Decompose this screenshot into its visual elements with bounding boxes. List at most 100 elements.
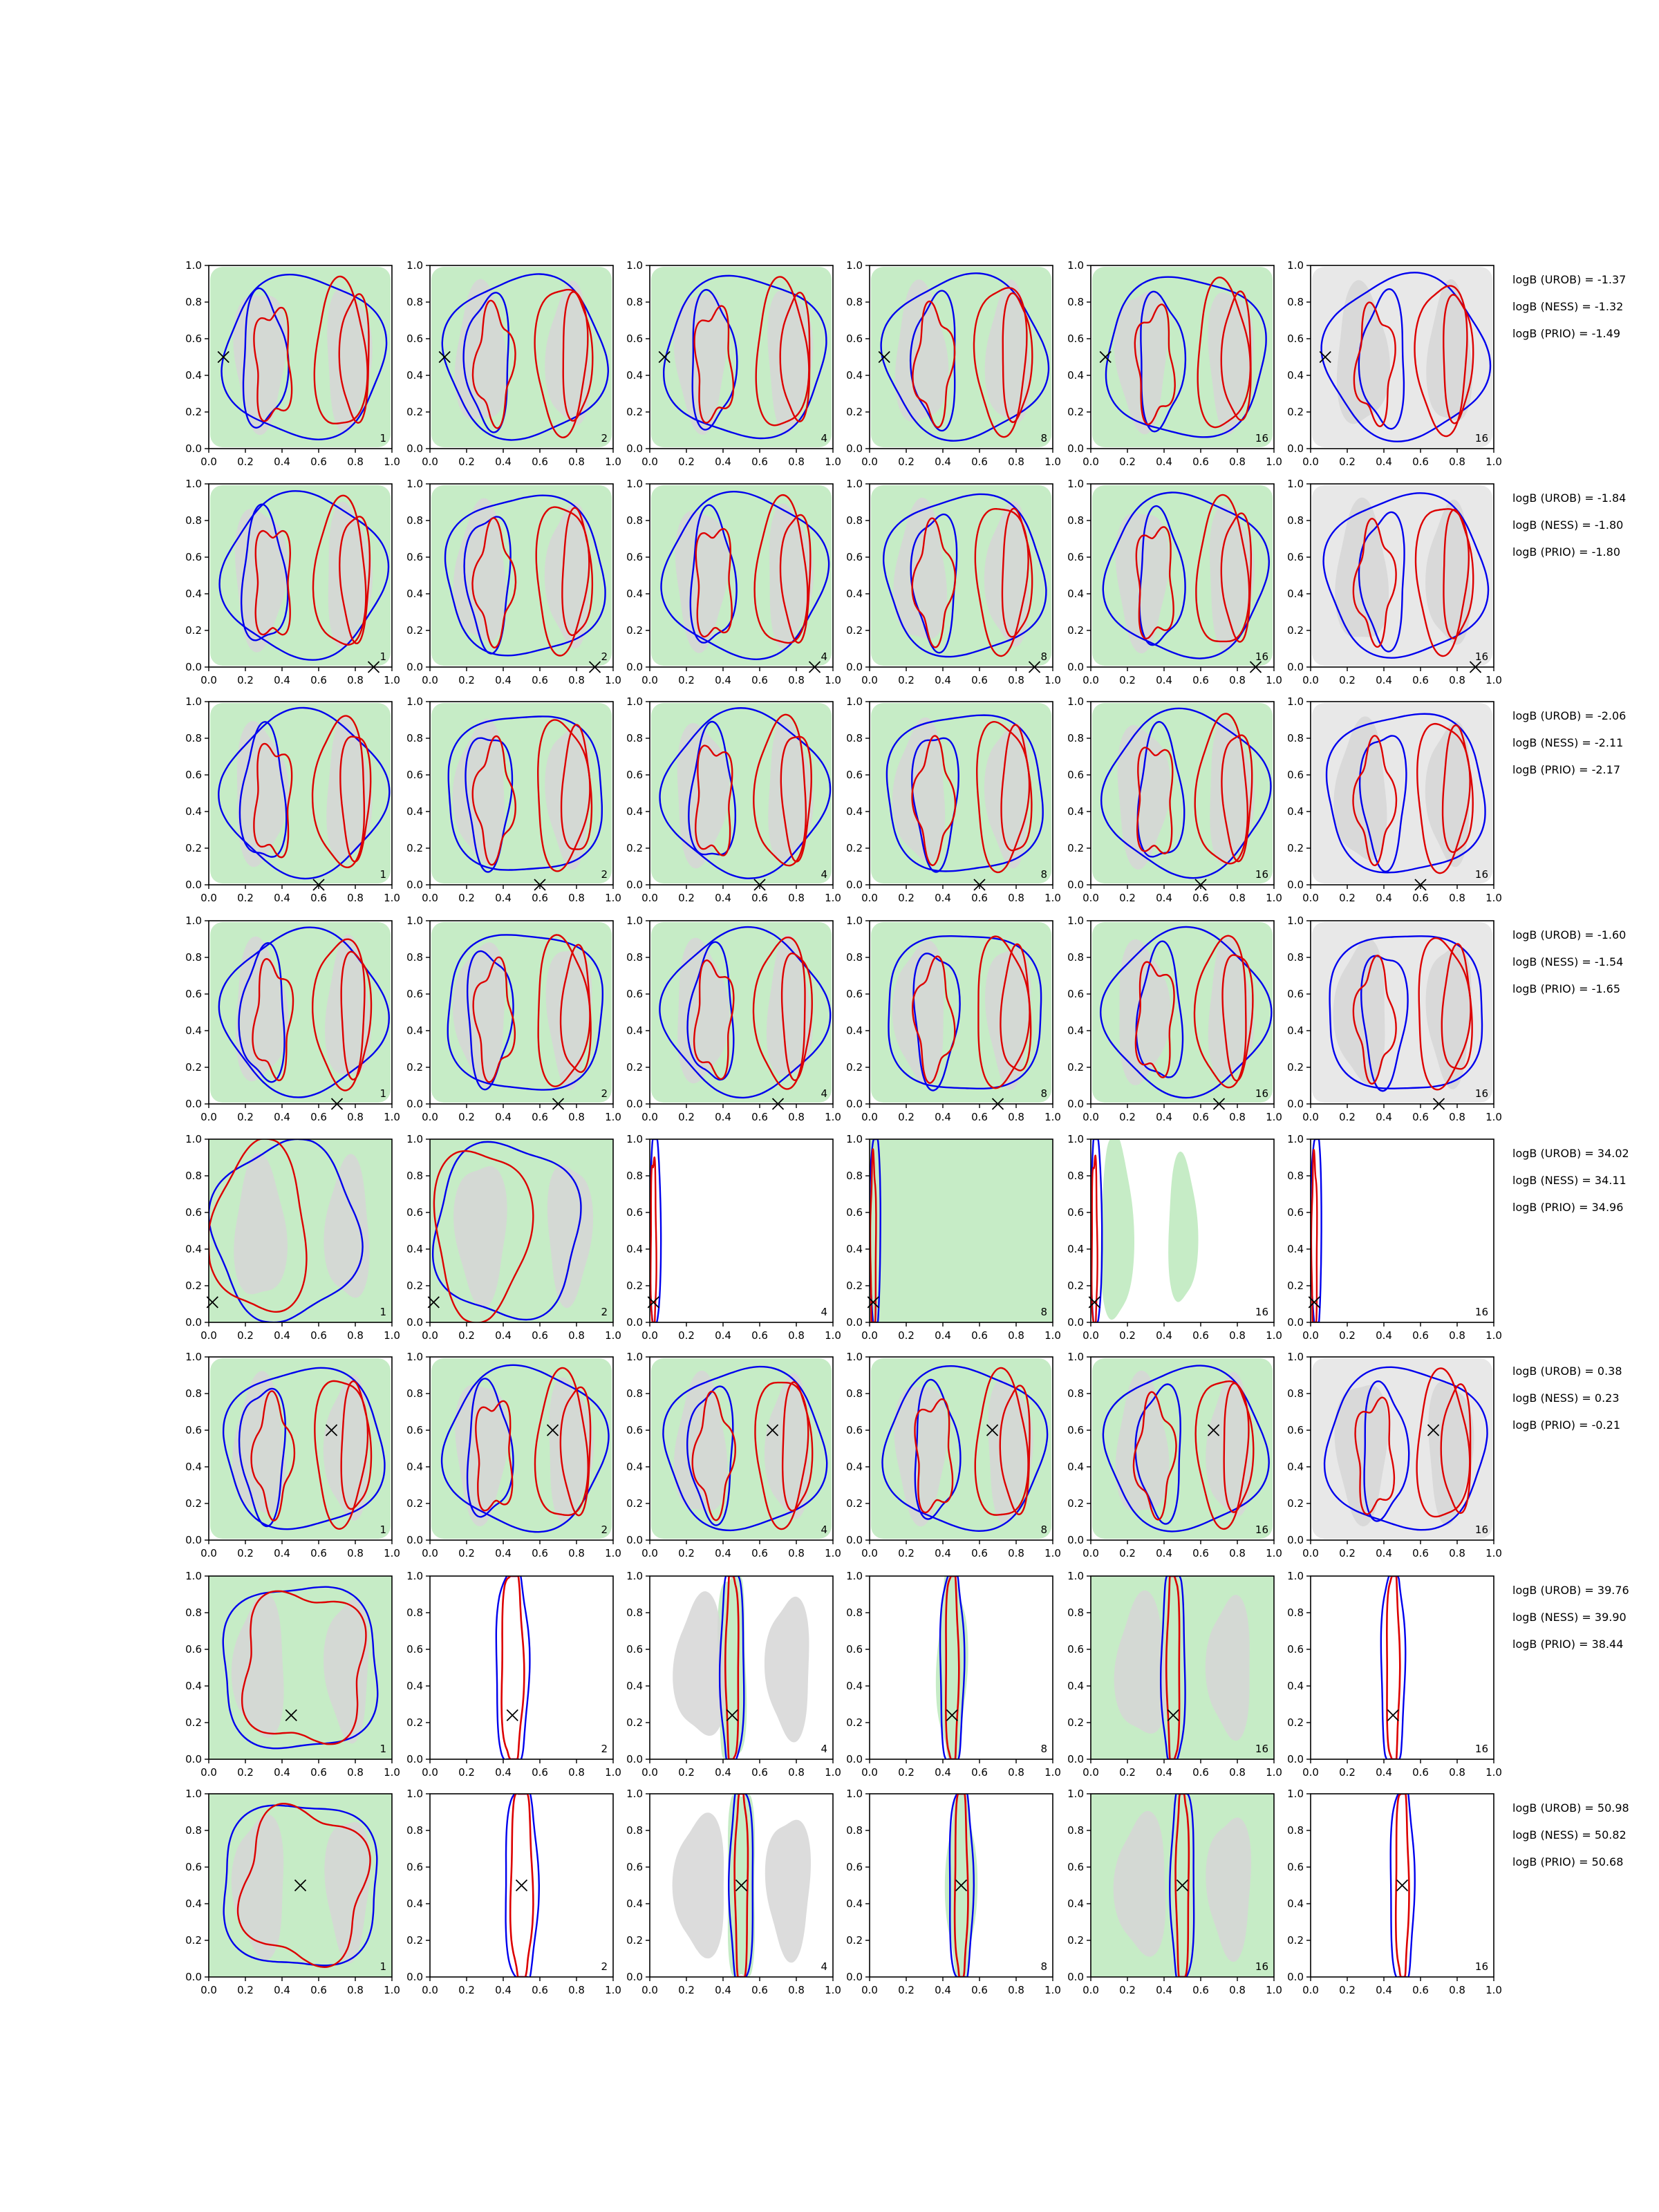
x-tick-label: 0.2 — [1119, 674, 1136, 686]
y-tick-label: 1.0 — [1067, 695, 1084, 708]
y-tick-label: 0.6 — [1067, 1643, 1084, 1656]
x-tick-label: 0.8 — [788, 456, 805, 468]
blue-contour — [1159, 1576, 1186, 1759]
logb-annotation: logB (UROB) = -2.06 — [1512, 709, 1626, 722]
y-tick-label: 1.0 — [1287, 695, 1304, 708]
x-tick-label: 1.0 — [605, 1984, 621, 1996]
y-tick-label: 1.0 — [1287, 478, 1304, 490]
x-tick-label: 1.0 — [605, 1111, 621, 1123]
x-tick-label: 1.0 — [605, 1547, 621, 1559]
red-contour — [340, 1380, 373, 1510]
y-tick-label: 0.0 — [846, 1534, 863, 1546]
x-tick-label: 0.4 — [935, 456, 951, 468]
x-tick-label: 0.6 — [310, 1111, 327, 1123]
y-tick-label: 0.2 — [626, 406, 643, 418]
y-tick-label: 1.0 — [626, 1788, 643, 1800]
red-contour — [870, 1148, 877, 1322]
panel-corner-label: 8 — [1040, 1306, 1047, 1318]
x-tick-label: 0.8 — [1229, 1111, 1246, 1123]
y-tick-label: 0.2 — [406, 1716, 423, 1729]
x-tick-label: 1.0 — [825, 1329, 841, 1342]
x-tick-label: 0.2 — [458, 1766, 475, 1779]
y-tick-label: 0.2 — [626, 624, 643, 637]
y-tick-label: 0.8 — [185, 732, 202, 744]
panel-r2-c5: 0.0 0.2 0.4 0.6 0.8 1.0 0.0 0.2 0.4 0.6 0.8 1.0 16 — [1067, 478, 1282, 686]
gray-density — [326, 716, 373, 861]
panel-r1-c6: 0.0 0.2 0.4 0.6 0.8 1.0 0.0 0.2 0.4 0.6 0.8 1.0 16 — [1287, 259, 1502, 468]
red-contour — [1221, 954, 1254, 1082]
x-tick-label: 0.6 — [971, 1766, 988, 1779]
panel-r3-c3: 0.0 0.2 0.4 0.6 0.8 1.0 0.0 0.2 0.4 0.6 0.8 1.0 4 — [626, 695, 841, 904]
red-contour — [559, 1386, 592, 1517]
x-tick-label: 0.2 — [1339, 892, 1356, 904]
logb-annotation: logB (PRIO) = 34.96 — [1512, 1201, 1623, 1214]
y-tick-label: 0.4 — [406, 1024, 423, 1037]
x-tick-label: 1.0 — [384, 1329, 400, 1342]
gray-density — [672, 1812, 724, 1959]
panel-r1-c2: 0.0 0.2 0.4 0.6 0.8 1.0 0.0 0.2 0.4 0.6 0.8 1.0 2 — [406, 259, 621, 468]
y-tick-label: 1.0 — [626, 259, 643, 272]
y-tick-label: 1.0 — [846, 915, 863, 927]
y-tick-label: 0.2 — [1067, 624, 1084, 637]
logb-annotation: logB (NESS) = -1.32 — [1512, 300, 1623, 313]
x-tick-label: 0.0 — [1082, 1984, 1099, 1996]
panel-r6-c4: 0.0 0.2 0.4 0.6 0.8 1.0 0.0 0.2 0.4 0.6 0.8 1.0 8 — [846, 1351, 1061, 1559]
axes-frame — [1310, 1138, 1494, 1323]
gray-density — [323, 1374, 368, 1521]
x-tick-label: 0.0 — [422, 674, 438, 686]
blue-contour — [495, 1576, 531, 1759]
panel-r8-c3: 0.0 0.2 0.4 0.6 0.8 1.0 0.0 0.2 0.4 0.6 0.8 1.0 4 — [626, 1788, 841, 1996]
true-point-marker — [955, 1879, 968, 1892]
x-tick-label: 0.2 — [1119, 892, 1136, 904]
y-tick-label: 0.6 — [1287, 1206, 1304, 1219]
red-contour — [1193, 935, 1247, 1089]
x-tick-label: 1.0 — [384, 674, 400, 686]
y-tick-label: 0.8 — [1287, 1606, 1304, 1619]
panel-r2-c2: 0.0 0.2 0.4 0.6 0.8 1.0 0.0 0.2 0.4 0.6 0.8 1.0 2 — [406, 478, 621, 686]
y-tick-label: 0.0 — [846, 1753, 863, 1765]
gray-density — [766, 934, 813, 1076]
x-tick-label: 0.0 — [422, 1984, 438, 1996]
x-tick-label: 0.6 — [971, 674, 988, 686]
red-contour — [1220, 290, 1252, 421]
y-tick-label: 0.0 — [626, 1098, 643, 1110]
blue-contour — [1322, 492, 1490, 659]
y-tick-label: 0.4 — [846, 369, 863, 382]
x-tick-label: 0.8 — [1449, 892, 1465, 904]
red-contour — [1440, 1383, 1472, 1515]
gray-density — [544, 503, 589, 649]
red-contour — [1002, 292, 1033, 423]
red-contour — [537, 719, 591, 872]
y-tick-label: 1.0 — [1287, 259, 1304, 272]
panel-r2-c1: 0.0 0.2 0.4 0.6 0.8 1.0 0.0 0.2 0.4 0.6 0.8 1.0 1 — [185, 478, 400, 686]
axes-frame — [869, 1356, 1053, 1541]
x-tick-label: 1.0 — [1044, 456, 1061, 468]
y-tick-label: 1.0 — [1067, 1351, 1084, 1363]
axes-frame — [649, 483, 834, 668]
y-tick-label: 0.8 — [406, 951, 423, 964]
axes-frame — [649, 1356, 834, 1541]
y-tick-label: 1.0 — [406, 478, 423, 490]
red-contour — [724, 1576, 740, 1759]
y-tick-label: 0.2 — [1287, 1716, 1304, 1729]
x-tick-label: 0.4 — [1156, 892, 1172, 904]
y-tick-label: 0.6 — [846, 332, 863, 345]
x-tick-label: 0.0 — [641, 1111, 658, 1123]
panel-corner-label: 1 — [379, 1087, 386, 1100]
panel-r7-c3: 0.0 0.2 0.4 0.6 0.8 1.0 0.0 0.2 0.4 0.6 0.8 1.0 4 — [626, 1570, 841, 1779]
y-tick-label: 0.0 — [1287, 1753, 1304, 1765]
x-tick-label: 0.0 — [1082, 1766, 1099, 1779]
y-tick-label: 0.0 — [1067, 661, 1084, 673]
x-tick-label: 1.0 — [825, 1547, 841, 1559]
gray-density — [764, 1596, 809, 1743]
y-tick-label: 0.2 — [185, 842, 202, 854]
red-contour — [500, 1576, 525, 1759]
x-tick-label: 0.2 — [458, 892, 475, 904]
x-tick-label: 0.4 — [715, 1111, 731, 1123]
gray-density — [545, 280, 590, 425]
x-tick-label: 0.8 — [788, 1547, 805, 1559]
x-tick-label: 0.0 — [1082, 456, 1099, 468]
gray-density — [984, 500, 1029, 647]
x-tick-label: 0.2 — [237, 892, 254, 904]
y-tick-label: 0.0 — [406, 1316, 423, 1329]
